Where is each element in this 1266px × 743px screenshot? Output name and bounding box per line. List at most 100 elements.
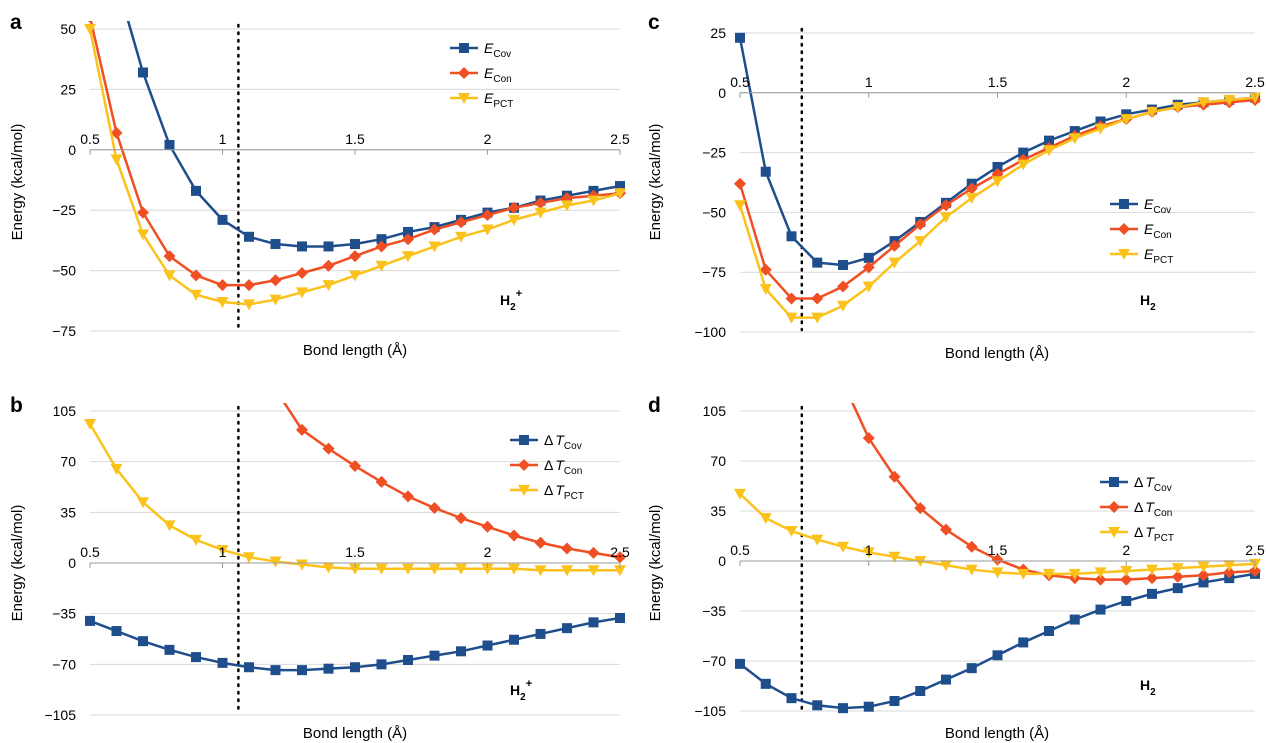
data-point bbox=[615, 181, 625, 192]
data-point bbox=[940, 212, 952, 224]
data-point bbox=[785, 292, 798, 305]
y-tick-label: 35 bbox=[710, 503, 726, 519]
data-point bbox=[402, 563, 414, 575]
legend-entry: ECon bbox=[484, 65, 512, 85]
series bbox=[85, 613, 625, 676]
data-point bbox=[1147, 588, 1157, 599]
data-point bbox=[786, 693, 797, 704]
data-point bbox=[1017, 568, 1030, 580]
data-point bbox=[138, 636, 148, 647]
legend: Δ TCov Δ TCon Δ TPCT H2+ bbox=[510, 432, 584, 703]
data-point bbox=[838, 703, 848, 714]
data-point bbox=[914, 502, 927, 515]
data-point bbox=[1108, 527, 1120, 538]
data-point bbox=[1017, 159, 1030, 171]
y-axis-label: Energy (kcal/mol) bbox=[647, 124, 664, 241]
plot-area bbox=[734, 403, 1261, 714]
y-tick-label: 35 bbox=[60, 504, 76, 520]
legend-entry: ECon bbox=[1144, 221, 1172, 241]
data-point bbox=[403, 226, 413, 237]
data-point bbox=[888, 551, 901, 563]
data-point bbox=[509, 634, 519, 645]
data-point bbox=[991, 176, 1004, 188]
data-point bbox=[1069, 614, 1080, 625]
data-point bbox=[350, 239, 360, 250]
data-point bbox=[614, 565, 626, 577]
data-point bbox=[1120, 573, 1133, 586]
data-point bbox=[518, 459, 530, 471]
data-point bbox=[735, 658, 745, 669]
data-point bbox=[1172, 583, 1183, 594]
y-axis-label: Energy (kcal/mol) bbox=[647, 505, 664, 622]
data-point bbox=[375, 240, 388, 253]
x-tick-label: 2 bbox=[1122, 74, 1130, 90]
data-point bbox=[349, 250, 361, 263]
data-point bbox=[428, 241, 441, 253]
y-tick-label: 25 bbox=[710, 25, 726, 41]
data-point bbox=[191, 185, 201, 196]
panel-a: a 50 25 0 −25 −50 −75 0.5 1 1.5 2 2.5 ECov ECon EPCT… bbox=[9, 11, 630, 359]
series bbox=[735, 568, 1260, 714]
data-point bbox=[1197, 97, 1210, 109]
panel-letter: b bbox=[10, 394, 23, 417]
data-point bbox=[812, 257, 823, 268]
plot-area bbox=[734, 27, 1261, 332]
x-tick-label: 1 bbox=[865, 74, 873, 90]
data-point bbox=[322, 280, 335, 292]
y-tick-label: −100 bbox=[694, 324, 726, 340]
data-point bbox=[534, 196, 547, 209]
data-point bbox=[481, 563, 494, 575]
data-point bbox=[965, 540, 978, 553]
y-tick-label: 0 bbox=[68, 142, 76, 158]
data-point bbox=[191, 652, 201, 663]
axes: 105 70 35 0 −35 −70 −105 0.5 1 1.5 2 2.5 bbox=[694, 403, 1264, 719]
data-point bbox=[862, 432, 875, 445]
data-point bbox=[1146, 106, 1158, 118]
data-point bbox=[1044, 626, 1054, 636]
data-point bbox=[164, 644, 175, 655]
panel-c: c 25 0 −25 −50 −75 −100 0.5 1 1.5 2 2.5 ECov ECon EP… bbox=[647, 11, 1265, 362]
panel-letter: d bbox=[648, 394, 661, 417]
data-point bbox=[1044, 135, 1054, 146]
data-point bbox=[217, 657, 228, 668]
data-point bbox=[429, 650, 440, 661]
data-point bbox=[508, 563, 520, 575]
legend-entry: EPCT bbox=[1144, 246, 1173, 266]
data-point bbox=[786, 231, 797, 242]
data-point bbox=[1120, 566, 1133, 577]
data-point bbox=[270, 665, 281, 676]
data-point bbox=[535, 628, 546, 639]
data-point bbox=[323, 241, 334, 252]
x-axis-label: Bond length (Å) bbox=[945, 345, 1049, 362]
data-point bbox=[940, 199, 952, 212]
data-point bbox=[760, 678, 771, 689]
data-point bbox=[759, 263, 772, 276]
legend-entry: Δ TCon bbox=[1134, 499, 1172, 519]
x-tick-label: 1.5 bbox=[345, 544, 365, 560]
data-point bbox=[837, 280, 849, 293]
data-point bbox=[1146, 572, 1158, 585]
y-tick-label: 105 bbox=[703, 403, 727, 419]
data-point bbox=[375, 475, 388, 488]
data-point bbox=[1119, 199, 1129, 209]
data-point bbox=[1094, 567, 1107, 579]
x-tick-label: 2.5 bbox=[1245, 74, 1265, 90]
data-point bbox=[940, 560, 952, 572]
data-point bbox=[1223, 560, 1236, 572]
series bbox=[734, 92, 1261, 324]
data-point bbox=[966, 663, 977, 674]
data-point bbox=[88, 21, 92, 23]
legend-entry: EPCT bbox=[484, 90, 513, 110]
data-point bbox=[1018, 637, 1029, 648]
x-tick-label: 2.5 bbox=[610, 544, 630, 560]
data-point bbox=[163, 270, 176, 282]
data-point bbox=[588, 617, 599, 628]
y-axis-label: Energy (kcal/mol) bbox=[9, 124, 26, 241]
data-point bbox=[1043, 145, 1055, 157]
data-point bbox=[862, 281, 875, 293]
data-point bbox=[216, 297, 229, 309]
data-point bbox=[760, 166, 771, 177]
data-point bbox=[244, 662, 254, 673]
data-point bbox=[84, 24, 96, 35]
data-point bbox=[481, 224, 494, 236]
